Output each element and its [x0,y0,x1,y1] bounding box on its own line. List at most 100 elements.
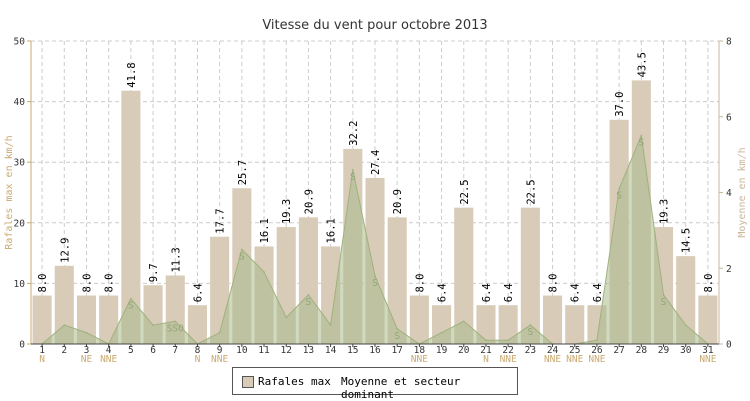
area-point [507,339,509,342]
value-label: 16.1 [326,218,338,243]
x-tick-label: 17 [391,345,402,356]
x-sector-label: NNE [699,354,716,365]
y-axis-label-left: Rafales max en km/h [4,135,15,249]
value-label: 19.3 [281,199,293,224]
bar [54,265,74,344]
x-tick-label: 25 [569,345,580,356]
bar [409,295,429,344]
area-fill [40,133,710,345]
area-point [130,297,132,300]
x-tick-label: 22 [502,345,513,356]
x-tick-label: 11 [258,345,270,356]
x-tick-label: 3 [84,345,90,356]
value-label: 22.5 [459,179,471,204]
value-label: 8.0 [548,274,560,293]
area-point [684,324,687,326]
bar [565,305,585,344]
x-tick-label: 15 [347,345,358,356]
sector-label: S [239,251,245,262]
x-tick-label: 2 [61,345,67,356]
x-tick-label: 12 [280,345,291,356]
x-tick-label: 1 [39,345,45,356]
y-tick-label-right: 4 [726,188,732,199]
x-sector-label: NNE [544,354,561,365]
value-label: 9.7 [148,263,160,282]
x-tick-label: 31 [702,345,714,356]
legend-label-bar: Rafales max [258,375,331,388]
value-label: 32.2 [348,121,360,146]
bar [387,217,407,344]
x-tick-label: 9 [217,345,223,356]
x-sector-label: N [39,354,45,365]
value-label: 20.9 [392,189,404,214]
sector-label: S [372,278,378,289]
area-point [329,324,332,326]
y-axis-label-right: Moyenne en km/h [737,147,748,237]
area-point [352,168,354,171]
y-tick-label-left: 20 [14,218,26,229]
x-tick-label: 21 [480,345,492,356]
value-label: 37.0 [614,91,626,116]
x-sector-label: NNE [588,354,605,365]
chart-title: Vitesse du vent pour octobre 2013 [262,18,487,33]
sector-label: S [128,301,134,312]
bar [187,305,207,344]
bar [99,295,119,344]
sector-label: SSO [167,323,184,334]
value-label: 17.7 [215,208,227,233]
x-tick-label: 14 [325,345,337,356]
x-tick-label: 4 [106,345,112,356]
value-label: 25.7 [237,160,249,185]
value-label: 6.4 [503,283,515,302]
area-point [396,328,398,330]
y-tick-label-right: 6 [726,112,732,123]
value-label: 6.4 [437,283,449,302]
area-point [85,331,88,334]
area-point [307,293,310,296]
x-tick-label: 19 [436,345,448,356]
value-labels: 8.0 12.9 8.0 8.0 41.8 9.7 11.3 6.4 17.7 25.7 16.1 1… [37,52,715,302]
y-tick-label-right: 2 [726,264,732,275]
x-tick-label: 26 [591,345,603,356]
x-sector-label: N [195,354,201,365]
y-tick-label-left: 50 [14,37,26,48]
value-label: 19.3 [659,199,671,224]
bar [520,207,540,344]
area-point [285,316,288,319]
value-label: 8.0 [37,274,49,293]
y-tick-label-right: 0 [726,340,732,351]
x-tick-label: 7 [172,345,178,356]
area-point [374,275,376,277]
x-tick-label: 6 [150,345,156,356]
x-tick-label: 24 [547,345,559,356]
x-sector-label: NNE [100,354,117,365]
area-point [640,134,643,137]
value-label: 6.4 [570,283,582,302]
sector-label: S [350,172,356,183]
x-tick-label: 16 [369,345,381,356]
x-tick-label: 5 [128,345,134,356]
x-tick-label: 29 [658,345,670,356]
bar [498,305,518,344]
sector-label: S [527,327,533,338]
area-point [174,320,177,323]
x-sector-label: N [483,354,489,365]
value-label: 8.0 [104,274,116,293]
x-tick-label: 13 [303,345,314,356]
x-tick-label: 23 [525,345,536,356]
area-series: S SSO S S S S S S S S S [40,133,710,345]
value-label: 6.4 [192,283,204,302]
value-label: 6.4 [592,283,604,302]
value-label: 11.3 [170,247,182,272]
x-sector-label: NNE [566,354,583,365]
area-point [596,339,598,342]
value-label: 22.5 [525,179,537,204]
sector-label: S [661,297,667,308]
bar [476,305,496,344]
value-label: 12.9 [59,238,71,263]
x-tick-label: 27 [613,345,624,356]
area-point [218,331,221,334]
value-label: 14.5 [681,228,693,253]
legend-label-area: Moyenne et secteur dominant [341,375,461,401]
